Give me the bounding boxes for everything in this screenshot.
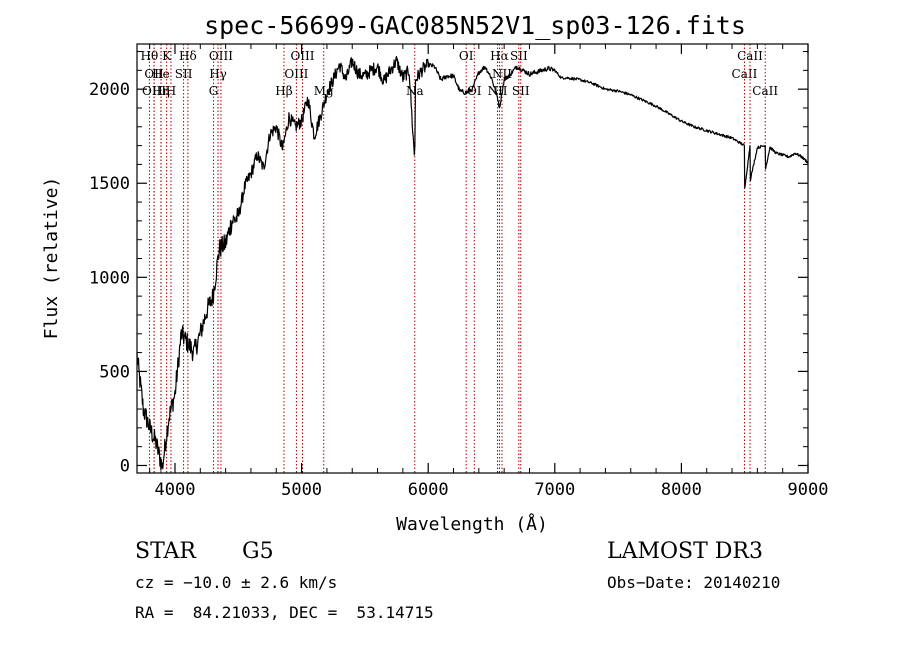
x-tick-label: 7000: [534, 480, 575, 500]
spectral-line-label: CaII: [732, 67, 758, 81]
spectral-line-label: OIII: [142, 84, 166, 98]
spectral-line-label: SII: [512, 84, 530, 98]
y-tick-label: 2000: [89, 80, 130, 100]
spectral-line-label: Hθ: [141, 49, 159, 63]
spectral-line-label: CaII: [737, 49, 763, 63]
x-tick-label: 9000: [788, 480, 829, 500]
x-tick-label: 5000: [281, 480, 322, 500]
spectral-line-label: Hβ: [275, 84, 292, 98]
spectral-line-label: Hδ: [179, 49, 197, 63]
axis-ticks: 4000 5000 6000 7000 8000 9000 0 500 1000 1500 2000: [89, 44, 828, 500]
spectral-line-label: CaII: [752, 84, 778, 98]
x-tick-label: 4000: [155, 480, 196, 500]
object-subclass: G5: [242, 539, 274, 564]
spectral-line-label: SII: [175, 67, 193, 81]
spectral-line-label: NII: [488, 84, 508, 98]
spectral-line-label: H: [166, 84, 176, 98]
y-tick-label: 1000: [89, 268, 130, 288]
x-axis-label: Wavelength (Å): [396, 513, 548, 535]
spectral-line-label: OIII: [284, 67, 308, 81]
x-tick-label: 8000: [661, 480, 702, 500]
spectral-line-label: OI: [467, 84, 482, 98]
spectral-line-label: Hγ: [209, 67, 227, 81]
spectral-line-label: G: [209, 84, 219, 98]
y-tick-label: 1500: [89, 174, 130, 194]
redshift-cz: cz = −10.0 ± 2.6 km/s: [135, 573, 338, 592]
spectral-line-label: Hα: [490, 49, 509, 63]
spectral-line-label: OIII: [290, 49, 314, 63]
spectral-line-label: K: [162, 49, 172, 63]
y-axis-label: Flux (relative): [41, 177, 62, 340]
spectral-line-label: Hη: [152, 84, 170, 98]
y-tick-label: 0: [120, 456, 130, 476]
survey-name: LAMOST DR3: [607, 539, 763, 564]
x-tick-label: 6000: [408, 480, 449, 500]
obs-date: Obs−Date: 20140210: [607, 573, 781, 592]
spectral-line-label: OII: [144, 67, 164, 81]
spectral-line-label: OIII: [209, 49, 233, 63]
spectral-line-label: He: [152, 67, 170, 81]
spectrum-series-line: [136, 55, 809, 471]
chart-title: spec-56699-GAC085N52V1_sp03-126.fits: [204, 11, 746, 40]
spectral-line-label: SII: [510, 49, 528, 63]
plot-frame: [136, 43, 809, 474]
ra-dec-coordinates: RA = 84.21033, DEC = 53.14715: [135, 603, 434, 622]
spectral-line-label: OI: [459, 49, 474, 63]
object-class: STAR: [135, 539, 196, 564]
y-tick-label: 500: [99, 362, 130, 382]
